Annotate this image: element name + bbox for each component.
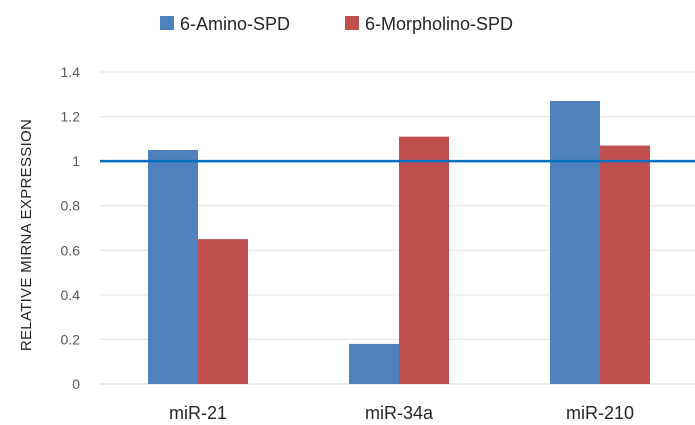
bars <box>148 100 650 384</box>
bar-mir-210-series-1 <box>600 145 650 384</box>
legend-swatch-0 <box>160 16 174 30</box>
y-tick-label: 1 <box>72 153 80 169</box>
legend-label-1: 6-Morpholino-SPD <box>365 14 513 34</box>
bar-mir-210-series-0 <box>550 100 600 384</box>
bar-mir-34a-series-1 <box>399 136 449 384</box>
bar-mir-34a-series-0 <box>349 343 399 384</box>
y-axis-title: RELATIVE MIRNA EXPRESSION <box>18 119 35 351</box>
legend-swatch-1 <box>345 16 359 30</box>
x-tick-label: miR-34a <box>365 403 434 423</box>
y-tick-labels: 0 0.2 0.4 0.6 0.8 1 1.2 1.4 <box>61 64 81 392</box>
x-tick-label: miR-210 <box>566 403 634 423</box>
legend-label-0: 6-Amino-SPD <box>180 14 290 34</box>
y-tick-label: 0 <box>72 376 80 392</box>
y-tick-label: 1.2 <box>61 109 81 125</box>
bar-mir-21-series-0 <box>148 150 198 384</box>
bar-mir-21-series-1 <box>198 239 248 384</box>
legend: 6-Amino-SPD 6-Morpholino-SPD <box>160 14 513 34</box>
x-tick-label: miR-21 <box>169 403 227 423</box>
y-tick-label: 0.2 <box>61 331 81 347</box>
y-tick-label: 0.4 <box>61 287 81 303</box>
x-tick-labels: miR-21 miR-34a miR-210 <box>169 403 634 423</box>
y-tick-label: 1.4 <box>61 64 81 80</box>
y-tick-label: 0.6 <box>61 242 81 258</box>
y-tick-label: 0.8 <box>61 198 81 214</box>
